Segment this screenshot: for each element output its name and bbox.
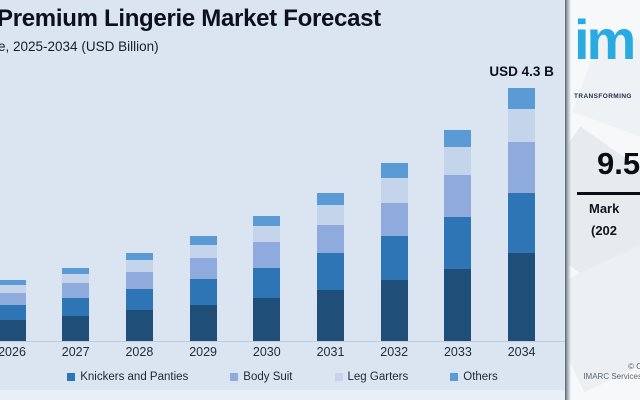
bar-2034: [508, 88, 536, 341]
bar-segment: [508, 88, 536, 110]
bottom-strip: [0, 390, 565, 400]
bar-segment: [317, 205, 344, 225]
bar-segment: [380, 280, 408, 341]
bar-segment: [125, 310, 153, 341]
brand-sidebar: im TRANSFORMING 9.5 Mark (202 © C IMARC …: [565, 0, 640, 400]
bar-segment: [380, 202, 408, 236]
bar-2031: [317, 193, 344, 341]
bar-segment: [317, 193, 344, 206]
bar-segment: [253, 242, 281, 268]
bar-segment: [0, 285, 26, 293]
legend-swatch-icon: [230, 373, 239, 381]
bar-segment: [0, 305, 26, 320]
bar-segment: [62, 274, 90, 284]
legend-label: Body Suit: [243, 371, 293, 383]
x-axis-label: 2033: [443, 345, 472, 359]
legend-item: Leg Garters: [334, 371, 409, 383]
bar-segment: [62, 315, 90, 341]
copyright-line1: © C: [628, 362, 640, 371]
bar-segment: [380, 163, 408, 178]
x-axis-label: 2026: [0, 345, 26, 359]
legend-swatch-icon: [450, 373, 459, 381]
stat-label-line1: Mark: [589, 201, 620, 216]
sidebar-shadow-edge: [565, 0, 571, 400]
bar-segment: [125, 289, 153, 311]
bar-segment: [444, 175, 472, 218]
x-axis-label: 2028: [125, 345, 154, 359]
bar-2033: [444, 129, 472, 341]
bar-segment: [125, 271, 153, 290]
legend-item: Knickers and Panties: [67, 371, 188, 383]
x-axis-label: 2034: [507, 345, 536, 359]
bar-segment: [253, 215, 281, 227]
legend-label: Others: [463, 371, 498, 383]
bar-segment: [444, 268, 472, 341]
x-axis-label: 2029: [189, 345, 217, 359]
bar-segment: [508, 141, 536, 193]
bar-segment: [444, 129, 472, 148]
bar-segment: [380, 177, 408, 203]
copyright-line2: IMARC Services: [583, 372, 640, 381]
legend-label: Leg Garters: [347, 371, 409, 383]
stat-label-line2: (202: [591, 223, 618, 238]
peak-value-label: USD 4.3 B: [489, 64, 554, 79]
bar-2030: [253, 215, 281, 341]
bar-segment: [253, 267, 281, 298]
chart-title: Premium Lingerie Market Forecast: [0, 5, 381, 32]
bar-segment: [189, 279, 217, 305]
chart-subtitle: e, 2025-2034 (USD Billion): [0, 39, 159, 54]
bar-segment: [508, 192, 536, 254]
legend-item: Others: [450, 371, 498, 383]
bar-segment: [0, 279, 26, 286]
stat-divider: [577, 192, 640, 195]
x-axis-label: 2027: [61, 345, 90, 359]
chart-region: Premium Lingerie Market Forecast e, 2025…: [0, 5, 565, 400]
bar-2026: [0, 279, 26, 341]
bar-segment: [125, 253, 153, 261]
bar-segment: [508, 253, 536, 341]
bar-2032: [380, 163, 408, 341]
bar-segment: [0, 292, 26, 306]
legend-item: Body Suit: [230, 371, 293, 383]
bar-segment: [125, 260, 153, 272]
bar-segment: [444, 147, 472, 176]
bar-segment: [189, 244, 217, 259]
bar-segment: [62, 267, 90, 275]
bar-segment: [189, 235, 217, 245]
logo-tagline: TRANSFORMING: [574, 93, 632, 100]
bar-segment: [62, 283, 90, 299]
cagr-value: 9.5: [597, 146, 640, 181]
legend: Knickers and Panties Body Suit Leg Garters…: [0, 371, 565, 383]
bar-segment: [317, 289, 344, 341]
bar-segment: [317, 224, 344, 254]
bar-segment: [253, 297, 281, 341]
bar-segment: [508, 109, 536, 142]
bar-2027: [62, 267, 90, 341]
bar-2028: [125, 253, 153, 341]
copyright-text: © C IMARC Services: [565, 362, 640, 382]
bar-segment: [189, 258, 217, 280]
bar-segment: [62, 298, 90, 316]
legend-label: Knickers and Panties: [80, 371, 189, 383]
plot-area: [0, 88, 536, 341]
bar-segment: [189, 304, 217, 341]
bar-segment: [0, 319, 26, 341]
x-axis-line: [0, 341, 565, 342]
bar-segment: [317, 253, 344, 290]
legend-swatch-icon: [334, 373, 343, 381]
bar-segment: [253, 226, 281, 243]
bar-segment: [444, 217, 472, 269]
imarc-logo: im: [574, 8, 636, 71]
bar-segment: [380, 235, 408, 281]
bar-2029: [189, 235, 217, 341]
legend-swatch-icon: [67, 373, 76, 381]
x-axis-label: 2031: [316, 345, 345, 359]
x-axis-label: 2032: [380, 345, 409, 359]
x-axis-label: 2030: [252, 345, 281, 359]
